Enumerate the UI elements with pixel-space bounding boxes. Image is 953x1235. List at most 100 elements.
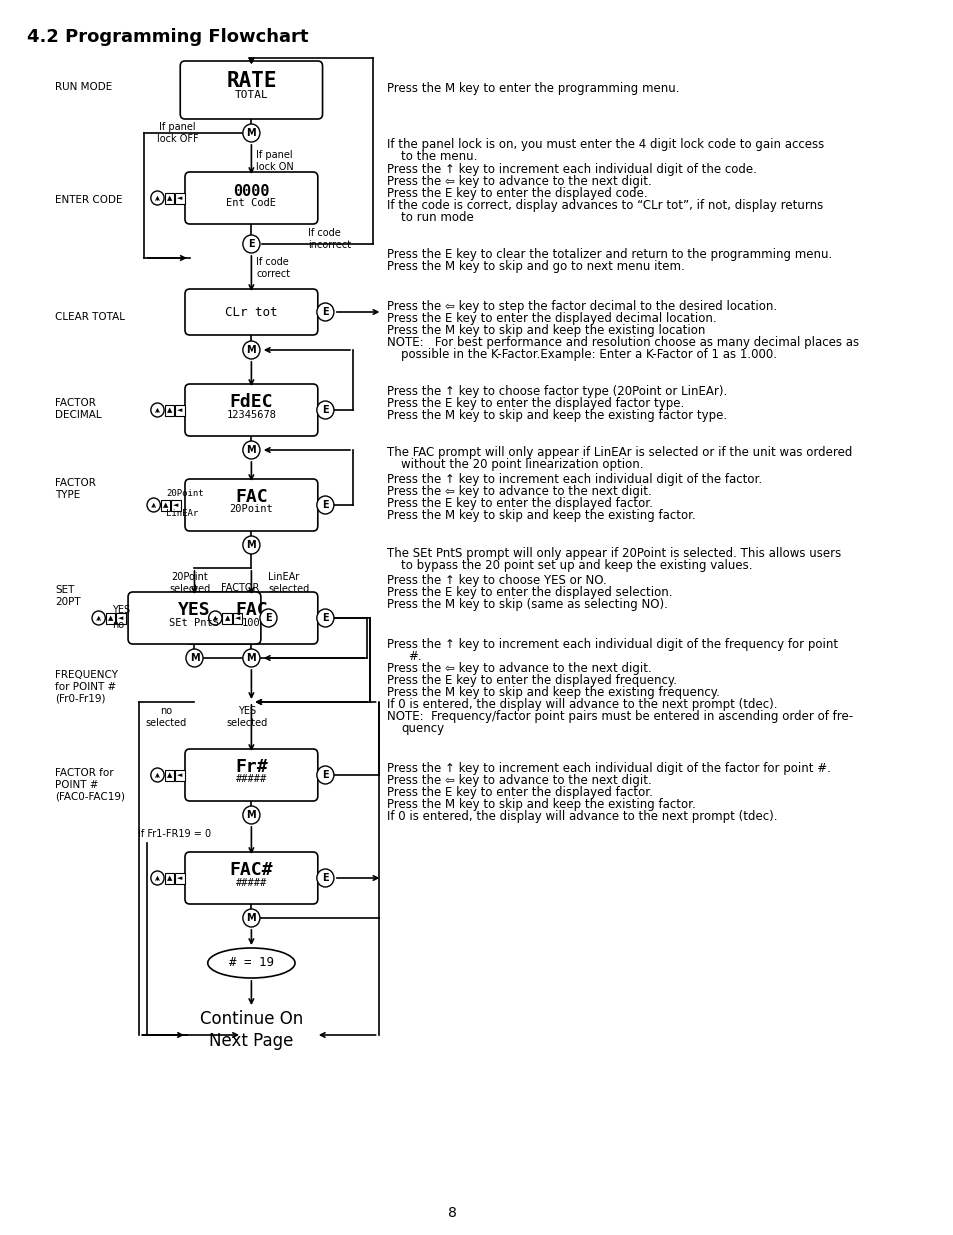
Circle shape [243,536,259,555]
Text: M: M [190,653,199,663]
Text: NOTE:   For best performance and resolution choose as many decimal places as: NOTE: For best performance and resolutio… [387,336,859,350]
Text: to bypass the 20 point set up and keep the existing values.: to bypass the 20 point set up and keep t… [401,559,752,572]
Text: Continue On
Next Page: Continue On Next Page [199,1010,303,1050]
Text: to the menu.: to the menu. [401,149,477,163]
Circle shape [243,806,259,824]
Text: LinEAr: LinEAr [166,509,198,517]
Text: YES: YES [178,601,211,619]
Circle shape [243,441,259,459]
FancyBboxPatch shape [185,852,317,904]
Text: Press the ⇦ key to step the factor decimal to the desired location.: Press the ⇦ key to step the factor decim… [387,300,777,312]
Text: E: E [322,405,329,415]
Text: FACTOR
TYPE: FACTOR TYPE [55,478,96,500]
Text: Press the M key to enter the programming menu.: Press the M key to enter the programming… [387,82,679,95]
Text: Press the M key to skip (same as selecting NO).: Press the M key to skip (same as selecti… [387,598,667,611]
FancyBboxPatch shape [174,769,184,781]
Text: 100: 100 [242,618,260,627]
Text: FACTOR for
POINT #
(FAC0-FAC19): FACTOR for POINT # (FAC0-FAC19) [55,768,125,802]
Text: 12345678: 12345678 [226,410,276,420]
Text: FACTOR
DECIMAL: FACTOR DECIMAL [55,398,102,420]
Text: SET
20PT: SET 20PT [55,585,81,606]
Circle shape [316,766,334,784]
Text: If panel
lock ON: If panel lock ON [255,149,294,172]
Text: LinEAr
selected: LinEAr selected [268,572,310,594]
FancyBboxPatch shape [165,405,173,415]
Text: to run mode: to run mode [401,211,474,224]
Text: CLEAR TOTAL: CLEAR TOTAL [55,312,125,322]
Text: 20Point
selected: 20Point selected [169,572,211,594]
Text: ◄: ◄ [234,615,240,621]
Text: Press the E key to enter the displayed factor.: Press the E key to enter the displayed f… [387,496,652,510]
Text: ▲: ▲ [167,408,172,412]
Text: Press the ⇦ key to advance to the next digit.: Press the ⇦ key to advance to the next d… [387,774,651,787]
Text: Press the E key to clear the totalizer and return to the programming menu.: Press the E key to clear the totalizer a… [387,248,831,261]
Text: Press the M key to skip and keep the existing factor.: Press the M key to skip and keep the exi… [387,509,695,522]
Text: Press the ↑ key to increment each individual digit of the frequency for point: Press the ↑ key to increment each indivi… [387,638,838,651]
Text: FdEC: FdEC [230,393,273,411]
Circle shape [186,650,203,667]
FancyBboxPatch shape [165,193,173,204]
Circle shape [243,909,259,927]
Text: #####: ##### [235,878,267,888]
Text: quency: quency [401,722,444,735]
Text: M: M [246,540,256,550]
Text: Press the ↑ key to increment each individual digit of the factor.: Press the ↑ key to increment each indivi… [387,473,761,487]
Text: 8: 8 [448,1207,456,1220]
Text: M: M [246,653,256,663]
Circle shape [243,650,259,667]
Text: FAC: FAC [234,488,268,506]
Text: FAC#: FAC# [230,861,273,879]
Text: Press the ⇦ key to advance to the next digit.: Press the ⇦ key to advance to the next d… [387,175,651,188]
Text: ▲: ▲ [108,615,113,621]
FancyBboxPatch shape [233,613,242,624]
Text: ▲: ▲ [167,772,172,778]
FancyBboxPatch shape [185,748,317,802]
Text: Press the ⇦ key to advance to the next digit.: Press the ⇦ key to advance to the next d… [387,485,651,498]
Text: FAC: FAC [234,601,268,619]
Text: Press the ⇦ key to advance to the next digit.: Press the ⇦ key to advance to the next d… [387,662,651,676]
FancyBboxPatch shape [180,61,322,119]
Text: ▲: ▲ [167,876,172,881]
Text: E: E [322,769,329,781]
Text: RUN MODE: RUN MODE [55,82,112,91]
Circle shape [316,869,334,887]
Text: The SEt PntS prompt will only appear if 20Point is selected. This allows users: The SEt PntS prompt will only appear if … [387,547,841,559]
Text: ▲: ▲ [163,501,168,508]
FancyBboxPatch shape [174,193,184,204]
Text: E: E [322,613,329,622]
Text: NOTE:  Frequency/factor point pairs must be entered in ascending order of fre-: NOTE: Frequency/factor point pairs must … [387,710,852,722]
Text: Ent CodE: Ent CodE [226,198,276,207]
Text: Press the E key to enter the displayed code.: Press the E key to enter the displayed c… [387,186,647,200]
Text: # = 19: # = 19 [229,956,274,969]
Text: ▲: ▲ [224,615,230,621]
Text: The FAC prompt will only appear if LinEAr is selected or if the unit was ordered: The FAC prompt will only appear if LinEA… [387,446,852,459]
Text: If panel
lock OFF: If panel lock OFF [156,122,198,143]
Text: E: E [248,240,254,249]
Text: YES
selected: YES selected [226,706,267,727]
FancyBboxPatch shape [165,769,173,781]
Text: Press the E key to enter the displayed decimal location.: Press the E key to enter the displayed d… [387,312,716,325]
Text: If code
incorrect: If code incorrect [308,228,351,249]
Text: 20Point: 20Point [166,489,203,498]
Text: Press the ↑ key to choose YES or NO.: Press the ↑ key to choose YES or NO. [387,574,606,587]
Text: M: M [246,810,256,820]
Text: #.: #. [408,650,421,663]
FancyBboxPatch shape [165,872,173,883]
Text: Press the M key to skip and keep the existing factor type.: Press the M key to skip and keep the exi… [387,409,726,422]
Text: 20Point: 20Point [230,505,273,515]
FancyBboxPatch shape [174,872,184,883]
FancyBboxPatch shape [106,613,115,624]
Text: E: E [265,613,272,622]
Text: E: E [322,500,329,510]
Text: ◄: ◄ [177,772,182,778]
Circle shape [243,341,259,359]
Text: If 0 is entered, the display will advance to the next prompt (tdec).: If 0 is entered, the display will advanc… [387,810,777,823]
FancyBboxPatch shape [185,479,317,531]
Circle shape [259,609,276,627]
Text: ▲: ▲ [167,195,172,201]
Text: Press the E key to enter the displayed frequency.: Press the E key to enter the displayed f… [387,674,677,687]
Text: possible in the K-Factor.Example: Enter a K-Factor of 1 as 1.000.: possible in the K-Factor.Example: Enter … [401,348,777,361]
Text: Press the E key to enter the displayed factor type.: Press the E key to enter the displayed f… [387,396,683,410]
FancyBboxPatch shape [185,592,317,643]
FancyBboxPatch shape [161,499,170,510]
